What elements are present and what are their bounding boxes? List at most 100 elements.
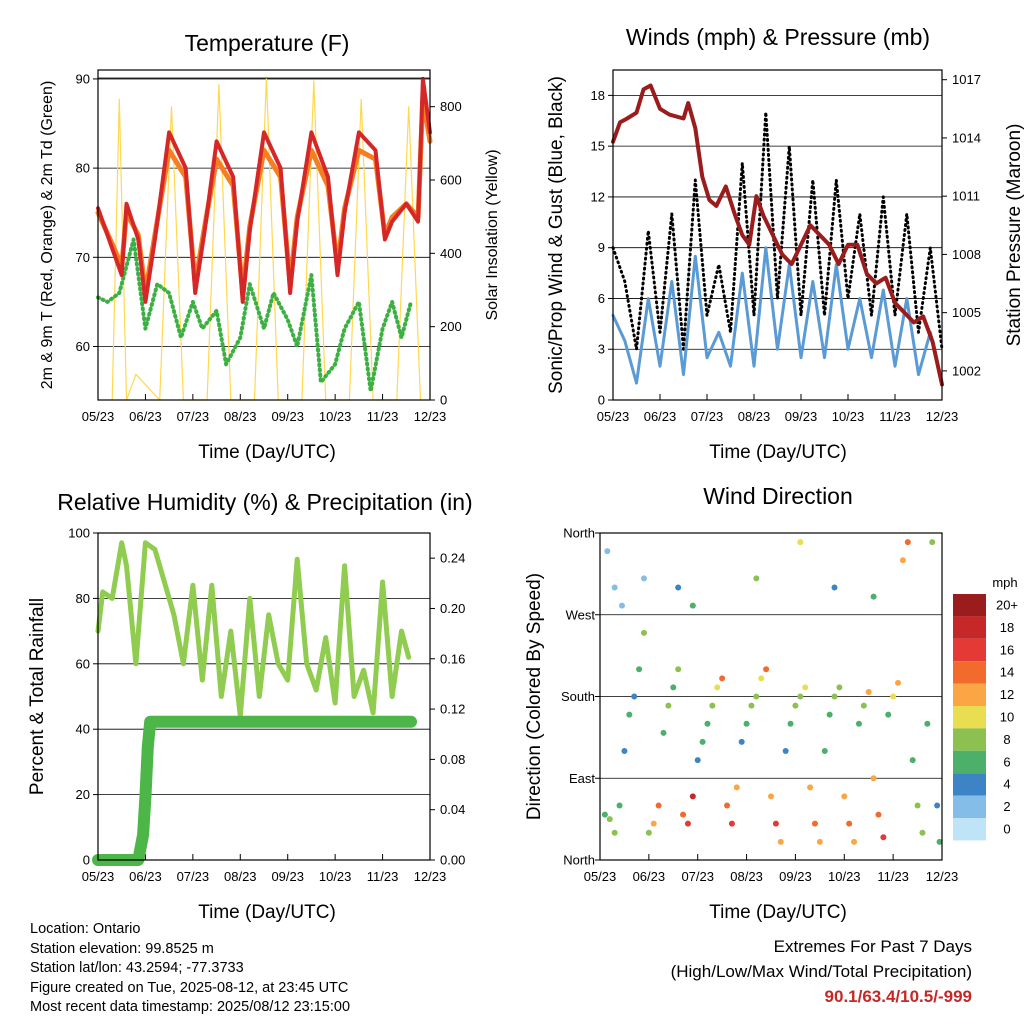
direction-point xyxy=(689,602,696,609)
y-right-tick-label: 0.04 xyxy=(440,802,465,817)
x-tick-label: 05/23 xyxy=(82,409,115,424)
panel-title-2: Relative Humidity (%) & Precipitation (i… xyxy=(57,489,472,515)
direction-point xyxy=(880,834,887,841)
x-tick-label: 11/23 xyxy=(367,869,399,884)
y-right-tick-label: 600 xyxy=(440,173,462,188)
y-right-tick-label: 400 xyxy=(440,246,462,261)
colorbar-swatch xyxy=(953,795,986,818)
direction-point xyxy=(709,702,716,709)
y-tick-label: 6 xyxy=(598,291,605,306)
x-tick-label: 06/23 xyxy=(644,409,677,424)
plot-frame xyxy=(97,69,431,401)
colorbar-title: mph xyxy=(992,575,1017,590)
direction-point xyxy=(870,775,877,782)
colorbar-label: 20+ xyxy=(996,598,1018,613)
direction-point xyxy=(631,693,638,700)
direction-point xyxy=(934,802,941,809)
colorbar-swatch xyxy=(953,818,986,841)
direction-point xyxy=(738,738,745,745)
series-dewpoint xyxy=(96,237,413,394)
direction-point xyxy=(733,784,740,791)
direction-point xyxy=(936,838,943,845)
station-elevation: Station elevation: 99.8525 m xyxy=(30,940,214,957)
y-right-tick-label: 200 xyxy=(440,319,462,334)
direction-point xyxy=(797,539,804,546)
direction-point xyxy=(724,802,731,809)
colorbar-swatch xyxy=(953,616,986,639)
y-tick-label: 40 xyxy=(76,722,90,737)
direction-point xyxy=(787,720,794,727)
y-axis-label-0: 2m & 9m T (Red, Orange) & 2m Td (Green) xyxy=(39,81,56,390)
direction-point xyxy=(865,688,872,695)
x-tick-label: 09/23 xyxy=(785,409,818,424)
direction-point xyxy=(924,720,931,727)
colorbar-swatch xyxy=(953,661,986,684)
plot-frame xyxy=(97,532,431,861)
direction-point xyxy=(811,820,818,827)
y-tick-label: 15 xyxy=(591,139,605,154)
colorbar-label: 16 xyxy=(1000,642,1014,657)
direction-point xyxy=(660,729,667,736)
direction-point xyxy=(763,666,770,673)
colorbar-label: 10 xyxy=(1000,710,1014,725)
direction-point xyxy=(885,711,892,718)
extremes-title: Extremes For Past 7 Days xyxy=(773,937,972,956)
direction-point xyxy=(836,684,843,691)
y-axis-label-3: Direction (Colored By Speed) xyxy=(524,573,545,820)
recent-timestamp: Most recent data timestamp: 2025/08/12 2… xyxy=(30,999,351,1015)
series-wind xyxy=(611,246,944,385)
x-tick-label: 09/23 xyxy=(779,869,812,884)
colorbar-swatch xyxy=(953,728,986,751)
direction-point xyxy=(714,684,721,691)
colorbar-label: 14 xyxy=(1000,665,1014,680)
direction-point xyxy=(636,666,643,673)
x-tick-label: 10/23 xyxy=(319,409,352,424)
series-pressure xyxy=(611,83,944,387)
y-tick-label: 0 xyxy=(83,853,90,868)
colorbar-swatch xyxy=(953,773,986,796)
x-tick-label: 12/23 xyxy=(926,409,959,424)
station-location: Location: Ontario xyxy=(30,921,141,937)
direction-point xyxy=(611,584,618,591)
y-right-tick-label: 0.16 xyxy=(440,651,465,666)
extremes-values: 90.1/63.4/10.5/-999 xyxy=(824,987,972,1006)
y-tick-label: North xyxy=(563,853,595,868)
direction-point xyxy=(904,539,911,546)
y-right-tick-label: 0.00 xyxy=(440,853,465,868)
colorbar-swatch xyxy=(953,638,986,662)
direction-point xyxy=(851,838,858,845)
station-info: Location: Ontario Station elevation: 99.… xyxy=(30,920,350,1018)
colorbar-swatch xyxy=(953,706,986,729)
series-gust xyxy=(611,110,944,351)
x-tick-label: 12/23 xyxy=(414,409,447,424)
direction-point xyxy=(728,820,735,827)
y-tick-label: 18 xyxy=(591,88,605,103)
x-tick-label: 10/23 xyxy=(319,869,352,884)
direction-point xyxy=(831,584,838,591)
direction-point xyxy=(895,679,902,686)
direction-point xyxy=(704,720,711,727)
x-tick-label: 05/23 xyxy=(597,409,630,424)
y-tick-label: 20 xyxy=(76,787,90,802)
x-tick-label: 08/23 xyxy=(224,869,257,884)
x-tick-label: 10/23 xyxy=(832,409,865,424)
direction-point xyxy=(618,602,625,609)
direction-point xyxy=(621,748,628,754)
direction-point xyxy=(655,802,662,809)
direction-point xyxy=(719,675,726,682)
direction-point xyxy=(875,811,882,818)
y-right-tick-label: 1005 xyxy=(952,305,981,320)
x-tick-label: 07/23 xyxy=(177,869,210,884)
y-tick-label: 12 xyxy=(591,189,605,204)
x-tick-label: 05/23 xyxy=(82,869,115,884)
x-axis-label-0: Time (Day/UTC) xyxy=(198,442,336,463)
y-tick-label: 80 xyxy=(76,161,90,176)
y-right-tick-label: 0 xyxy=(440,393,447,408)
direction-point xyxy=(684,820,691,827)
direction-point xyxy=(890,693,897,700)
direction-point xyxy=(616,802,623,809)
y-right-tick-label: 0.24 xyxy=(440,551,465,566)
direction-point xyxy=(753,575,760,582)
y-axis-label-2: Percent & Total Rainfall xyxy=(27,598,48,795)
